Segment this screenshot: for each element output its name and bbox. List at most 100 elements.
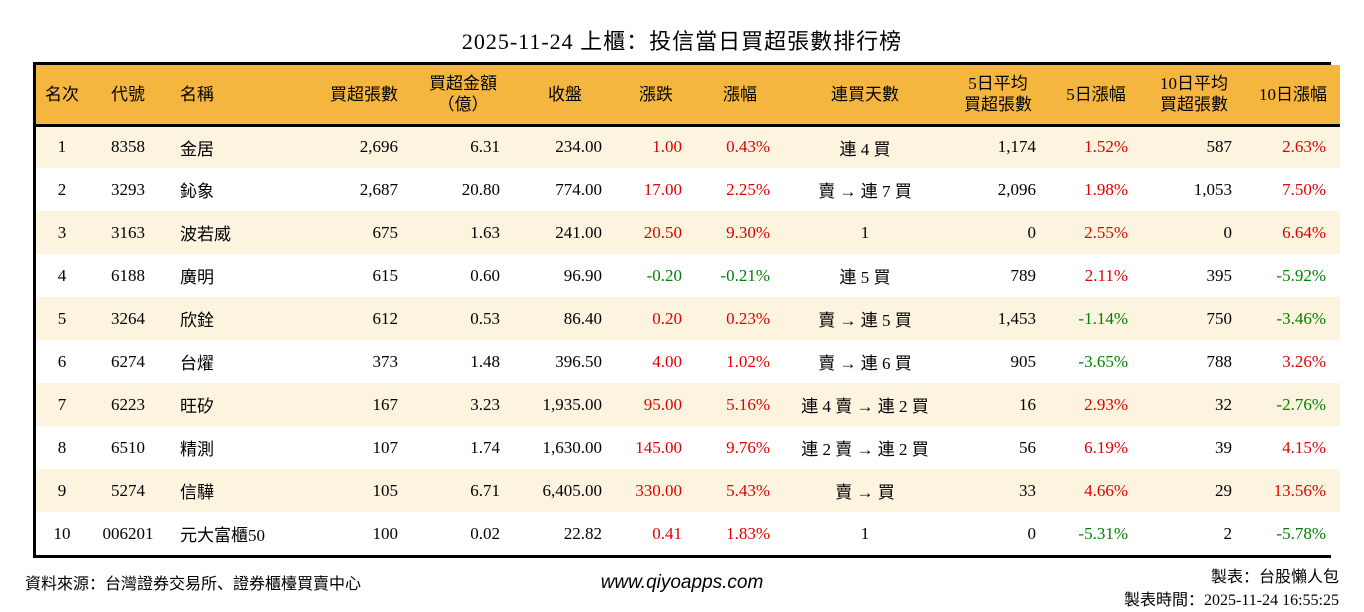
col-header-name: 名稱 — [168, 65, 316, 127]
table-row: 10 006201 元大富櫃50 100 0.02 22.82 0.41 1.83% 1 0 -5.… — [36, 512, 1340, 555]
cell-volume: 615 — [372, 265, 399, 285]
cell-name: 金居 — [180, 139, 214, 159]
cell-streak: 賣 → 連 5 買 — [818, 311, 912, 330]
cell-name: 旺矽 — [180, 397, 214, 416]
cell-pct10: 2.63% — [1282, 137, 1326, 157]
cell-rank: 2 — [57, 179, 67, 199]
cell-name: 廣明 — [180, 268, 214, 287]
ranking-table: 名次 代號 名稱 買超張數 買超金額 （億） 收盤 漲跌 漲幅 連買天數 5日平均 買超張數 5日漲… — [36, 65, 1340, 555]
cell-avg10: 587 — [1206, 137, 1233, 157]
cell-volume: 105 — [372, 480, 399, 500]
cell-pct5: 4.66% — [1084, 480, 1128, 500]
col-header-code: 代號 — [88, 65, 168, 127]
footer-author: 製表：台股懶人包 — [1210, 569, 1339, 586]
col-header-pct10: 10日漲幅 — [1246, 65, 1340, 127]
cell-volume: 612 — [372, 308, 399, 328]
cell-change: 17.00 — [643, 179, 682, 199]
cell-close: 774.00 — [555, 179, 602, 199]
table-row: 1 8358 金居 2,696 6.31 234.00 1.00 0.43% 連 4 買 1,17… — [36, 125, 1340, 168]
cell-rank: 5 — [57, 308, 67, 328]
cell-close: 396.50 — [555, 351, 602, 371]
cell-close: 96.90 — [563, 265, 602, 285]
cell-streak: 1 — [860, 523, 870, 543]
cell-change: 4.00 — [652, 351, 682, 371]
cell-change: 1.00 — [652, 137, 682, 157]
cell-amount: 6.71 — [470, 480, 500, 500]
cell-streak: 連 2 賣 → 連 2 買 — [801, 440, 929, 459]
cell-pct5: -3.65% — [1078, 351, 1128, 371]
col-header-avg10: 10日平均 買超張數 — [1142, 65, 1246, 127]
cell-avg10: 788 — [1206, 351, 1233, 371]
col-header-rank: 名次 — [36, 65, 88, 127]
table-row: 7 6223 旺矽 167 3.23 1,935.00 95.00 5.16% 連 4 賣 → … — [36, 383, 1340, 426]
cell-avg10: 1,053 — [1193, 179, 1232, 199]
cell-volume: 2,696 — [359, 137, 398, 157]
cell-change: 95.00 — [643, 394, 682, 414]
cell-amount: 0.60 — [470, 265, 500, 285]
cell-close: 1,630.00 — [542, 437, 603, 457]
cell-change: 0.41 — [652, 523, 682, 543]
cell-name: 欣銓 — [180, 311, 214, 330]
col-header-avg5: 5日平均 買超張數 — [946, 65, 1050, 127]
cell-rank: 9 — [57, 480, 67, 500]
cell-pct5: 1.52% — [1084, 137, 1128, 157]
col-header-close: 收盤 — [514, 65, 616, 127]
cell-avg10: 39 — [1215, 437, 1232, 457]
cell-change_pct: -0.21% — [720, 265, 770, 285]
cell-avg10: 29 — [1215, 480, 1232, 500]
cell-change_pct: 5.16% — [726, 394, 770, 414]
table-row: 9 5274 信驊 105 6.71 6,405.00 330.00 5.43% 賣 → 買 33… — [36, 469, 1340, 512]
cell-code: 8358 — [111, 137, 145, 157]
cell-volume: 100 — [372, 523, 399, 543]
cell-pct10: 3.26% — [1282, 351, 1326, 371]
table-row: 3 3163 波若威 675 1.63 241.00 20.50 9.30% 1 0 2.55% 0 6… — [36, 211, 1340, 254]
cell-streak: 賣 → 連 6 買 — [818, 354, 912, 373]
cell-amount: 3.23 — [470, 394, 500, 414]
cell-avg5: 905 — [1010, 351, 1037, 371]
cell-pct5: 2.93% — [1084, 394, 1128, 414]
cell-pct5: -1.14% — [1078, 308, 1128, 328]
cell-avg5: 1,453 — [997, 308, 1036, 328]
cell-change_pct: 5.43% — [726, 480, 770, 500]
cell-rank: 8 — [57, 437, 67, 457]
cell-name: 鈊象 — [180, 182, 214, 201]
cell-volume: 2,687 — [359, 179, 398, 199]
cell-name: 信驊 — [180, 483, 214, 502]
table-header-row: 名次 代號 名稱 買超張數 買超金額 （億） 收盤 漲跌 漲幅 連買天數 5日平均 買超張數 5日漲… — [36, 65, 1340, 127]
cell-close: 6,405.00 — [542, 480, 603, 500]
cell-streak: 1 — [860, 222, 870, 242]
cell-change_pct: 9.76% — [726, 437, 770, 457]
cell-avg5: 789 — [1010, 265, 1037, 285]
cell-change: 145.00 — [635, 437, 682, 457]
cell-pct10: -3.46% — [1276, 308, 1326, 328]
col-header-change: 漲跌 — [616, 65, 696, 127]
cell-rank: 6 — [57, 351, 67, 371]
cell-change_pct: 9.30% — [726, 222, 770, 242]
footer-generated-time: 製表時間：2025-11-24 16:55:25 — [1124, 592, 1339, 610]
cell-amount: 1.74 — [470, 437, 500, 457]
cell-rank: 10 — [53, 523, 71, 543]
cell-pct5: 1.98% — [1084, 179, 1128, 199]
cell-avg10: 750 — [1206, 308, 1233, 328]
cell-change_pct: 0.23% — [726, 308, 770, 328]
cell-pct10: 7.50% — [1282, 179, 1326, 199]
cell-change_pct: 1.02% — [726, 351, 770, 371]
page-title: 2025-11-24 上櫃：投信當日買超張數排行榜 — [461, 29, 903, 54]
cell-avg5: 0 — [1027, 523, 1037, 543]
cell-code: 6510 — [111, 437, 145, 457]
cell-pct10: -5.78% — [1276, 523, 1326, 543]
cell-avg10: 395 — [1206, 265, 1233, 285]
cell-rank: 7 — [57, 394, 67, 414]
table-row: 8 6510 精測 107 1.74 1,630.00 145.00 9.76% 連 2 賣 →… — [36, 426, 1340, 469]
cell-streak: 賣 → 連 7 買 — [818, 182, 912, 201]
cell-amount: 1.63 — [470, 222, 500, 242]
cell-avg10: 2 — [1223, 523, 1233, 543]
footer-source: 資料來源：台灣證券交易所、證券櫃檯買賣中心 — [25, 576, 362, 593]
col-header-amount: 買超金額 （億） — [412, 65, 514, 127]
cell-change: 0.20 — [652, 308, 682, 328]
cell-rank: 4 — [57, 265, 67, 285]
footer-website: www.qiyoapps.com — [600, 572, 764, 593]
cell-streak: 連 5 買 — [839, 268, 891, 287]
footer: 資料來源：台灣證券交易所、證券櫃檯買賣中心 www.qiyoapps.com 製… — [25, 566, 1339, 612]
cell-change_pct: 1.83% — [726, 523, 770, 543]
